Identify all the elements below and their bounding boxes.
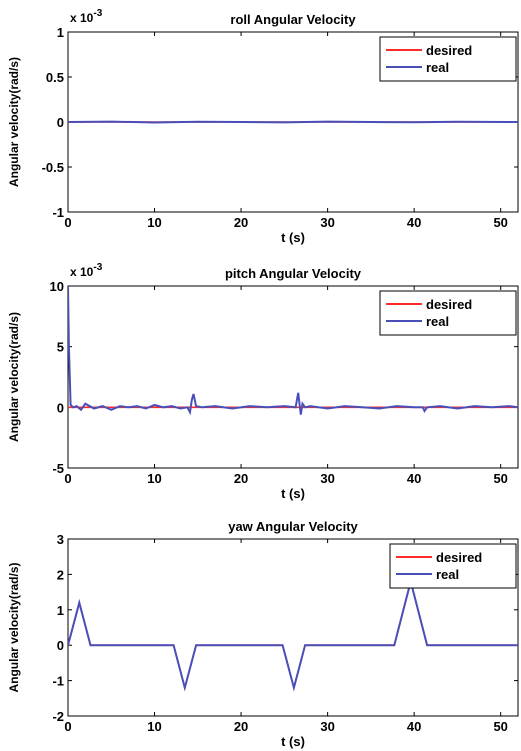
y-exponent-label: x 10-3 xyxy=(70,262,103,279)
x-axis-label: t (s) xyxy=(281,230,305,245)
chart-panel-1: roll Angular Velocity 0 10 20 30 40 50 -1 -0.5 0 0… xyxy=(7,8,519,245)
y-axis-label: Angular velocity(rad/s) xyxy=(7,57,21,187)
y-tick-label: -2 xyxy=(52,709,64,724)
chart-title: pitch Angular Velocity xyxy=(225,266,362,281)
legend-label-real: real xyxy=(426,60,449,75)
x-axis-label: t (s) xyxy=(281,734,305,749)
legend-label-real: real xyxy=(426,314,449,329)
chart-title: yaw Angular Velocity xyxy=(228,519,358,534)
y-tick-label: 1 xyxy=(57,603,64,618)
y-exponent-power: -3 xyxy=(93,8,102,19)
x-tick-label: 20 xyxy=(234,471,248,486)
y-tick-label: -5 xyxy=(52,461,64,476)
legend-label-real: real xyxy=(436,567,459,582)
x-tick-label: 20 xyxy=(234,215,248,230)
x-tick-label: 30 xyxy=(320,215,334,230)
y-axis-label: Angular velocity(rad/s) xyxy=(7,562,21,692)
x-tick-label: 40 xyxy=(407,719,421,734)
x-tick-label: 10 xyxy=(147,215,161,230)
y-tick-label: 3 xyxy=(57,532,64,547)
x-tick-label: 30 xyxy=(320,471,334,486)
x-tick-label: 0 xyxy=(64,215,71,230)
x-tick-label: 40 xyxy=(407,215,421,230)
y-tick-label: 1 xyxy=(57,25,64,40)
x-tick-label: 10 xyxy=(147,471,161,486)
chart-title: roll Angular Velocity xyxy=(230,12,356,27)
y-tick-label: 5 xyxy=(57,340,64,355)
x-tick-label: 40 xyxy=(407,471,421,486)
y-tick-label: 0 xyxy=(57,115,64,130)
legend-label-desired: desired xyxy=(436,550,482,565)
legend-label-desired: desired xyxy=(426,43,472,58)
x-axis-label: t (s) xyxy=(281,486,305,501)
x-tick-label: 10 xyxy=(147,719,161,734)
legend-box xyxy=(379,36,517,82)
x-tick-label: 0 xyxy=(64,471,71,486)
y-tick-label: -0.5 xyxy=(42,160,64,175)
x-tick-label: 0 xyxy=(64,719,71,734)
legend-box xyxy=(389,543,517,589)
y-tick-label: -1 xyxy=(52,205,64,220)
y-tick-label: 10 xyxy=(50,279,64,294)
y-exponent-label: x 10-3 xyxy=(70,8,103,25)
series-line-real xyxy=(68,286,518,416)
x-tick-label: 50 xyxy=(493,215,507,230)
x-tick-label: 50 xyxy=(493,719,507,734)
y-tick-label: -1 xyxy=(52,674,64,689)
chart-panel-3: yaw Angular Velocity 0 10 20 30 40 50 -2 -1 0 1 2 3 t… xyxy=(7,519,519,749)
x-tick-label: 20 xyxy=(234,719,248,734)
y-tick-label: 2 xyxy=(57,567,64,582)
y-axis-label: Angular velocity(rad/s) xyxy=(7,312,21,442)
series-line-real xyxy=(68,120,518,124)
y-tick-label: 0.5 xyxy=(46,70,64,85)
y-tick-label: 0 xyxy=(57,400,64,415)
legend-box xyxy=(379,290,517,336)
legend-label-desired: desired xyxy=(426,297,472,312)
x-tick-label: 50 xyxy=(493,471,507,486)
y-tick-label: 0 xyxy=(57,638,64,653)
x-tick-label: 30 xyxy=(320,719,334,734)
y-exponent-power: -3 xyxy=(93,262,102,273)
